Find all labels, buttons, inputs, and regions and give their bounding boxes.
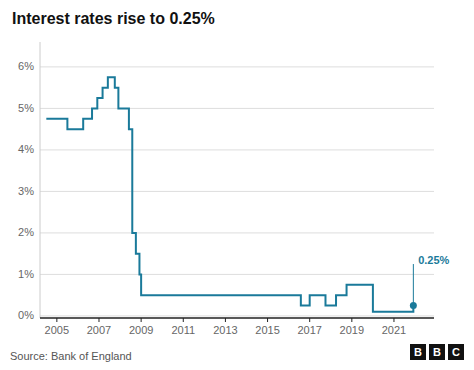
logo-letter: B <box>433 346 441 358</box>
rate-line <box>46 77 413 311</box>
x-tick-label: 2011 <box>171 324 195 336</box>
final-dot <box>410 302 417 309</box>
logo-box <box>448 344 464 360</box>
x-tick-label: 2021 <box>382 324 406 336</box>
grid-line <box>40 232 434 233</box>
grid-line <box>40 108 434 109</box>
source: Source: Bank of England <box>10 350 132 362</box>
y-axis-line <box>40 42 41 318</box>
grid-line <box>40 191 434 192</box>
x-tick-label: 2007 <box>87 324 111 336</box>
plot-area <box>46 77 417 311</box>
x-tick-label: 2015 <box>255 324 279 336</box>
x-tick-label: 2019 <box>340 324 364 336</box>
logo-box <box>429 344 445 360</box>
x-tick-label: 2005 <box>45 324 69 336</box>
y-tick-label: 5% <box>18 102 34 114</box>
logo-box <box>410 344 426 360</box>
chart: Interest rates rise to 0.25% 0% 1% 2% 3% 4% 5%… <box>0 0 474 370</box>
logo-letter: B <box>414 346 422 358</box>
grid-line <box>40 315 434 316</box>
y-tick-label: 0% <box>18 309 34 321</box>
x-tick-label: 2017 <box>297 324 321 336</box>
y-tick-label: 2% <box>18 226 34 238</box>
y-tick-label: 1% <box>18 268 34 280</box>
y-tick-label: 4% <box>18 143 34 155</box>
annotation: 0.25% <box>418 254 449 266</box>
grid-line <box>40 274 434 275</box>
x-tick-label: 2009 <box>129 324 153 336</box>
title: Interest rates rise to 0.25% <box>12 10 215 27</box>
grid-line <box>40 66 434 67</box>
x-tick-label: 2013 <box>213 324 237 336</box>
leader-line <box>413 264 414 303</box>
x-axis-line <box>40 317 434 319</box>
y-tick-label: 3% <box>18 185 34 197</box>
logo-letter: C <box>452 346 460 358</box>
y-tick-label: 6% <box>18 60 34 72</box>
grid-line <box>40 149 434 150</box>
